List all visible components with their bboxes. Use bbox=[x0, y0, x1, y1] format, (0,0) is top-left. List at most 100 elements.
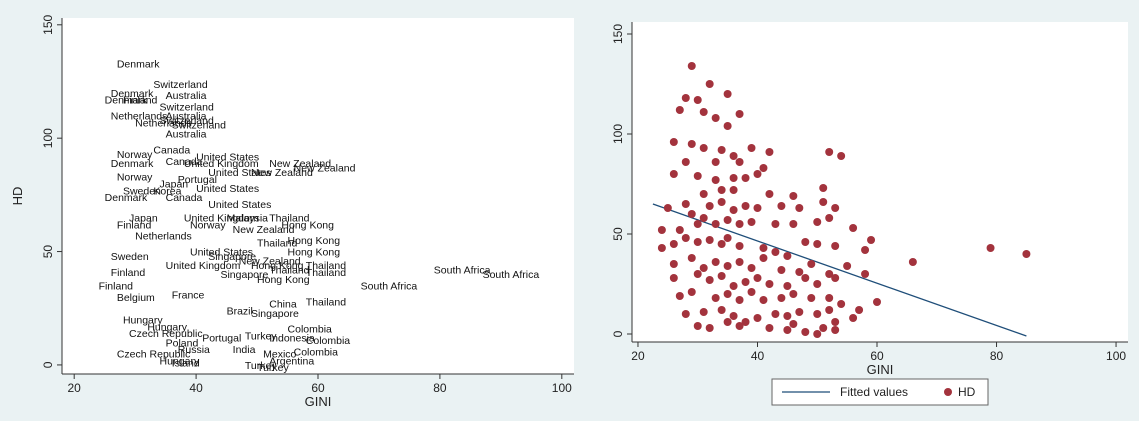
hd-point bbox=[813, 218, 822, 226]
country-label: Colombia bbox=[288, 324, 333, 336]
right-x-tick-label: 80 bbox=[990, 349, 1004, 363]
right-x-tick-label: 60 bbox=[870, 349, 884, 363]
left-y-ticks: 0 50 100 150 bbox=[41, 14, 62, 368]
country-label: Singapore bbox=[208, 251, 256, 263]
hd-point bbox=[908, 258, 917, 266]
hd-point bbox=[747, 144, 756, 152]
country-label: Colombia bbox=[294, 346, 339, 358]
hd-point bbox=[663, 204, 672, 212]
hd-point bbox=[777, 294, 786, 302]
country-label: Thailand bbox=[306, 296, 346, 308]
hd-point bbox=[783, 326, 792, 334]
hd-point bbox=[837, 300, 846, 308]
country-label: France bbox=[172, 290, 205, 302]
hd-point bbox=[669, 138, 678, 146]
hd-point bbox=[801, 274, 810, 282]
country-label: Finland bbox=[99, 281, 134, 293]
country-label: Colombia bbox=[306, 335, 351, 347]
hd-point bbox=[843, 262, 852, 270]
country-label: Thailand bbox=[269, 213, 309, 225]
left-y-tick-label: 0 bbox=[41, 361, 55, 368]
country-label: Mexico bbox=[263, 349, 296, 361]
hd-point bbox=[711, 176, 720, 184]
hd-point bbox=[687, 254, 696, 262]
hd-point bbox=[765, 148, 774, 156]
hd-point bbox=[687, 62, 696, 70]
hd-point bbox=[723, 290, 732, 298]
country-label: New Zealand bbox=[269, 158, 331, 170]
country-label: Canada bbox=[153, 145, 190, 157]
hd-point bbox=[735, 110, 744, 118]
country-label: Norway bbox=[117, 149, 153, 161]
hd-point bbox=[729, 312, 738, 320]
hd-point bbox=[717, 306, 726, 314]
country-label: Turkey bbox=[245, 360, 277, 372]
hd-point bbox=[789, 290, 798, 298]
hd-point bbox=[759, 254, 768, 262]
hd-point bbox=[861, 246, 870, 254]
country-label: Switzerland bbox=[160, 101, 214, 113]
country-label: Hong Kong bbox=[288, 247, 341, 259]
hd-point bbox=[687, 140, 696, 148]
hd-point bbox=[717, 146, 726, 154]
hd-point bbox=[771, 310, 780, 318]
country-label: Brazil bbox=[227, 306, 253, 318]
hd-point bbox=[813, 240, 822, 248]
country-label: Korea bbox=[153, 185, 181, 197]
country-label: Turkey bbox=[257, 362, 289, 374]
country-label: Denmark bbox=[105, 192, 148, 204]
hd-point bbox=[783, 252, 792, 260]
hd-point bbox=[669, 274, 678, 282]
country-label: United Kingdom bbox=[166, 260, 241, 272]
hd-point bbox=[831, 242, 840, 250]
country-label: Denmark bbox=[105, 95, 148, 107]
hd-point bbox=[699, 264, 708, 272]
hd-point bbox=[861, 270, 870, 278]
hd-point bbox=[759, 296, 768, 304]
left-y-axis-title: HD bbox=[10, 187, 25, 206]
right-x-tick-label: 100 bbox=[1106, 349, 1126, 363]
country-label: Denmark bbox=[111, 88, 154, 100]
hd-point bbox=[699, 214, 708, 222]
hd-point bbox=[741, 174, 750, 182]
hd-point bbox=[717, 186, 726, 194]
hd-point bbox=[753, 170, 762, 178]
hd-point bbox=[873, 298, 882, 306]
hd-point bbox=[699, 144, 708, 152]
hd-point bbox=[735, 258, 744, 266]
hd-point bbox=[693, 220, 702, 228]
hd-point bbox=[705, 324, 714, 332]
hd-point bbox=[795, 204, 804, 212]
hd-point bbox=[765, 280, 774, 288]
hd-point bbox=[735, 242, 744, 250]
hd-point bbox=[825, 270, 834, 278]
hd-point bbox=[831, 204, 840, 212]
country-label: New Zealand bbox=[251, 167, 313, 179]
hd-point bbox=[699, 108, 708, 116]
hd-point bbox=[813, 330, 822, 338]
hd-point bbox=[681, 158, 690, 166]
hd-point bbox=[681, 200, 690, 208]
country-label: Sweden bbox=[123, 185, 161, 197]
hd-point bbox=[705, 276, 714, 284]
left-x-ticks: 20 40 60 80 100 bbox=[68, 374, 572, 395]
right-y-ticks: 0 50 100 150 bbox=[611, 24, 632, 337]
hd-point bbox=[753, 314, 762, 322]
country-label: Thailand bbox=[269, 265, 309, 277]
hd-point bbox=[681, 234, 690, 242]
hd-point bbox=[705, 236, 714, 244]
country-label: China bbox=[269, 299, 297, 311]
country-label: Indonesia bbox=[269, 333, 315, 345]
country-label: United Kingdom bbox=[184, 213, 259, 225]
hd-point bbox=[675, 292, 684, 300]
hd-point bbox=[693, 270, 702, 278]
hd-point bbox=[723, 318, 732, 326]
hd-point bbox=[813, 280, 822, 288]
country-label: Portugal bbox=[178, 174, 217, 186]
hd-point bbox=[741, 318, 750, 326]
hd-point bbox=[825, 214, 834, 222]
hd-point bbox=[801, 238, 810, 246]
country-label: Netherlands bbox=[135, 117, 192, 129]
hd-point bbox=[765, 324, 774, 332]
